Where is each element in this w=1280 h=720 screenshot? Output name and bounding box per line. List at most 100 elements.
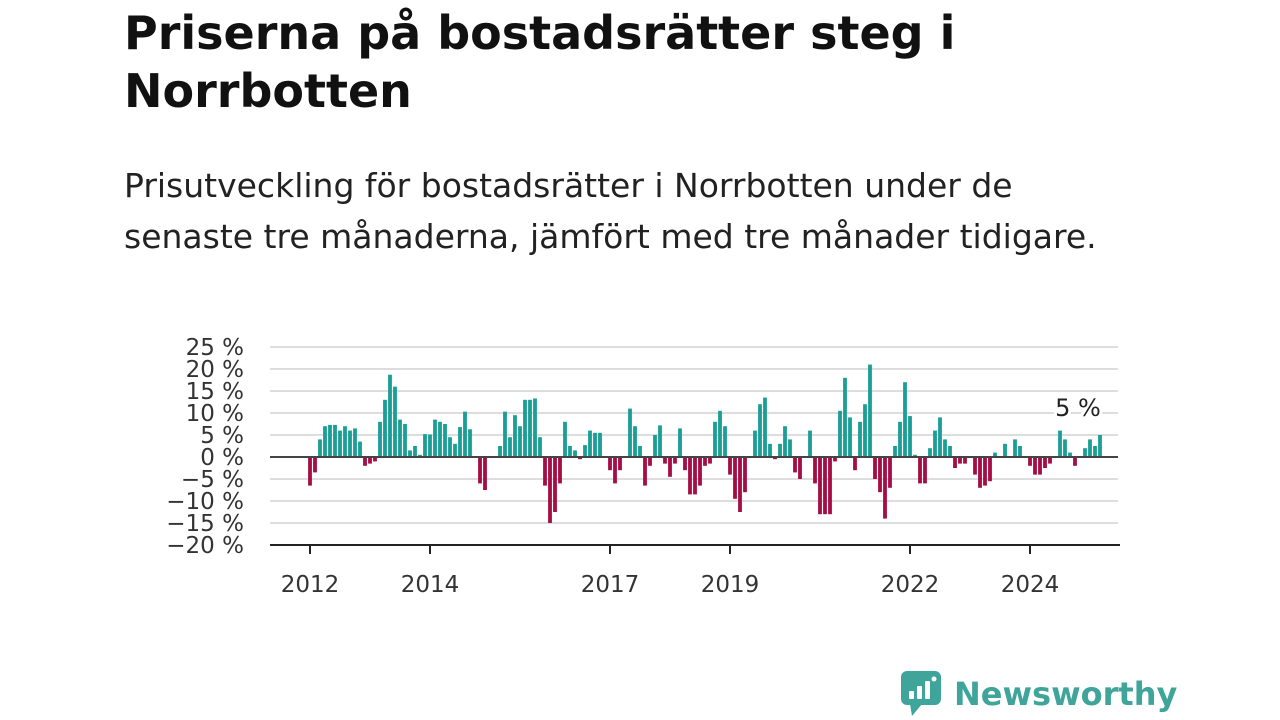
bar-positive xyxy=(788,439,792,457)
bar-negative xyxy=(703,457,707,466)
bar-positive xyxy=(808,430,812,457)
bar-positive xyxy=(343,426,347,457)
x-tick-label: 2017 xyxy=(581,572,640,598)
bar-chart: 25 %20 %15 %10 %5 %0 %−5 %−10 %−15 %−20 … xyxy=(166,335,1120,598)
bar-positive xyxy=(658,425,662,457)
bar-positive xyxy=(513,415,517,457)
bar-negative xyxy=(873,457,877,479)
x-tick-label: 2012 xyxy=(281,572,340,598)
bar-positive xyxy=(848,417,852,457)
bar-negative xyxy=(738,457,742,512)
bar-positive xyxy=(563,421,567,457)
bar-negative xyxy=(693,457,697,495)
bar-positive xyxy=(583,445,587,457)
bar-positive xyxy=(1058,430,1062,457)
bar-positive xyxy=(438,421,442,457)
bar-negative xyxy=(698,457,702,486)
bar-positive xyxy=(778,443,782,457)
bar-series xyxy=(308,364,1102,523)
bar-positive xyxy=(678,428,682,457)
bar-negative xyxy=(373,457,377,462)
tick-labels: 25 %20 %15 %10 %5 %0 %−5 %−10 %−15 %−20 … xyxy=(166,335,1059,598)
bar-negative xyxy=(483,457,487,490)
bar-positive xyxy=(333,424,337,457)
bar-positive xyxy=(433,419,437,457)
bar-positive xyxy=(858,421,862,457)
bar-negative xyxy=(1043,457,1047,468)
bar-positive xyxy=(1098,435,1102,457)
y-tick-label: 10 % xyxy=(186,401,244,427)
x-tick-label: 2022 xyxy=(881,572,940,598)
bar-positive xyxy=(498,446,502,457)
bar-negative xyxy=(363,457,367,466)
bar-positive xyxy=(538,437,542,457)
bar-positive xyxy=(943,439,947,457)
bar-positive xyxy=(418,454,422,457)
bar-negative xyxy=(553,457,557,512)
y-tick-label: −5 % xyxy=(181,467,244,493)
x-tick-label: 2019 xyxy=(701,572,760,598)
y-tick-label: 25 % xyxy=(186,335,244,361)
bar-positive xyxy=(408,450,412,457)
bar-positive xyxy=(1018,446,1022,457)
bar-positive xyxy=(533,398,537,457)
bar-positive xyxy=(378,421,382,457)
x-tick-label: 2024 xyxy=(1001,572,1060,598)
y-tick-label: −10 % xyxy=(166,489,244,515)
axes xyxy=(270,456,1120,554)
bar-positive xyxy=(318,439,322,457)
bar-negative xyxy=(578,457,582,460)
bar-positive xyxy=(938,417,942,457)
bar-positive xyxy=(723,426,727,457)
bar-positive xyxy=(338,430,342,457)
bar-positive xyxy=(933,430,937,457)
bar-negative xyxy=(973,457,977,475)
bar-positive xyxy=(568,446,572,457)
y-tick-label: 15 % xyxy=(186,379,244,405)
y-tick-label: −15 % xyxy=(166,511,244,537)
bar-negative xyxy=(878,457,882,493)
bar-positive xyxy=(868,364,872,457)
bar-positive xyxy=(993,452,997,457)
bar-positive xyxy=(598,432,602,457)
bar-positive xyxy=(468,429,472,457)
bar-negative xyxy=(1033,457,1037,475)
bar-negative xyxy=(958,457,962,464)
bar-negative xyxy=(773,457,777,460)
bar-positive xyxy=(838,410,842,457)
bar-positive xyxy=(1063,439,1067,457)
bar-positive xyxy=(398,419,402,457)
bar-positive xyxy=(428,434,432,457)
bar-positive xyxy=(638,446,642,457)
bar-negative xyxy=(683,457,687,471)
bar-negative xyxy=(543,457,547,486)
latest-value-annotation: 5 % xyxy=(1055,394,1101,422)
bar-negative xyxy=(888,457,892,488)
bar-positive xyxy=(393,386,397,457)
bar-positive xyxy=(1003,443,1007,457)
bar-negative xyxy=(963,457,967,464)
bar-positive xyxy=(348,430,352,457)
y-tick-label: 0 % xyxy=(200,445,244,471)
bar-negative xyxy=(548,457,552,523)
bar-negative xyxy=(613,457,617,484)
bar-positive xyxy=(653,435,657,457)
bar-negative xyxy=(983,457,987,486)
bar-negative xyxy=(1038,457,1042,475)
bar-negative xyxy=(608,457,612,471)
bar-positive xyxy=(503,411,507,457)
bar-positive xyxy=(323,426,327,457)
y-tick-label: −20 % xyxy=(166,533,244,559)
bar-positive xyxy=(913,454,917,457)
bar-negative xyxy=(1073,457,1077,466)
bar-negative xyxy=(1028,457,1032,466)
bar-negative xyxy=(813,457,817,484)
bar-negative xyxy=(668,457,672,477)
bar-negative xyxy=(1048,457,1052,464)
bar-positive xyxy=(1068,452,1072,457)
bar-positive xyxy=(593,432,597,457)
bar-negative xyxy=(688,457,692,495)
bar-positive xyxy=(948,446,952,457)
grid-lines xyxy=(270,346,1118,546)
bar-negative xyxy=(663,457,667,464)
